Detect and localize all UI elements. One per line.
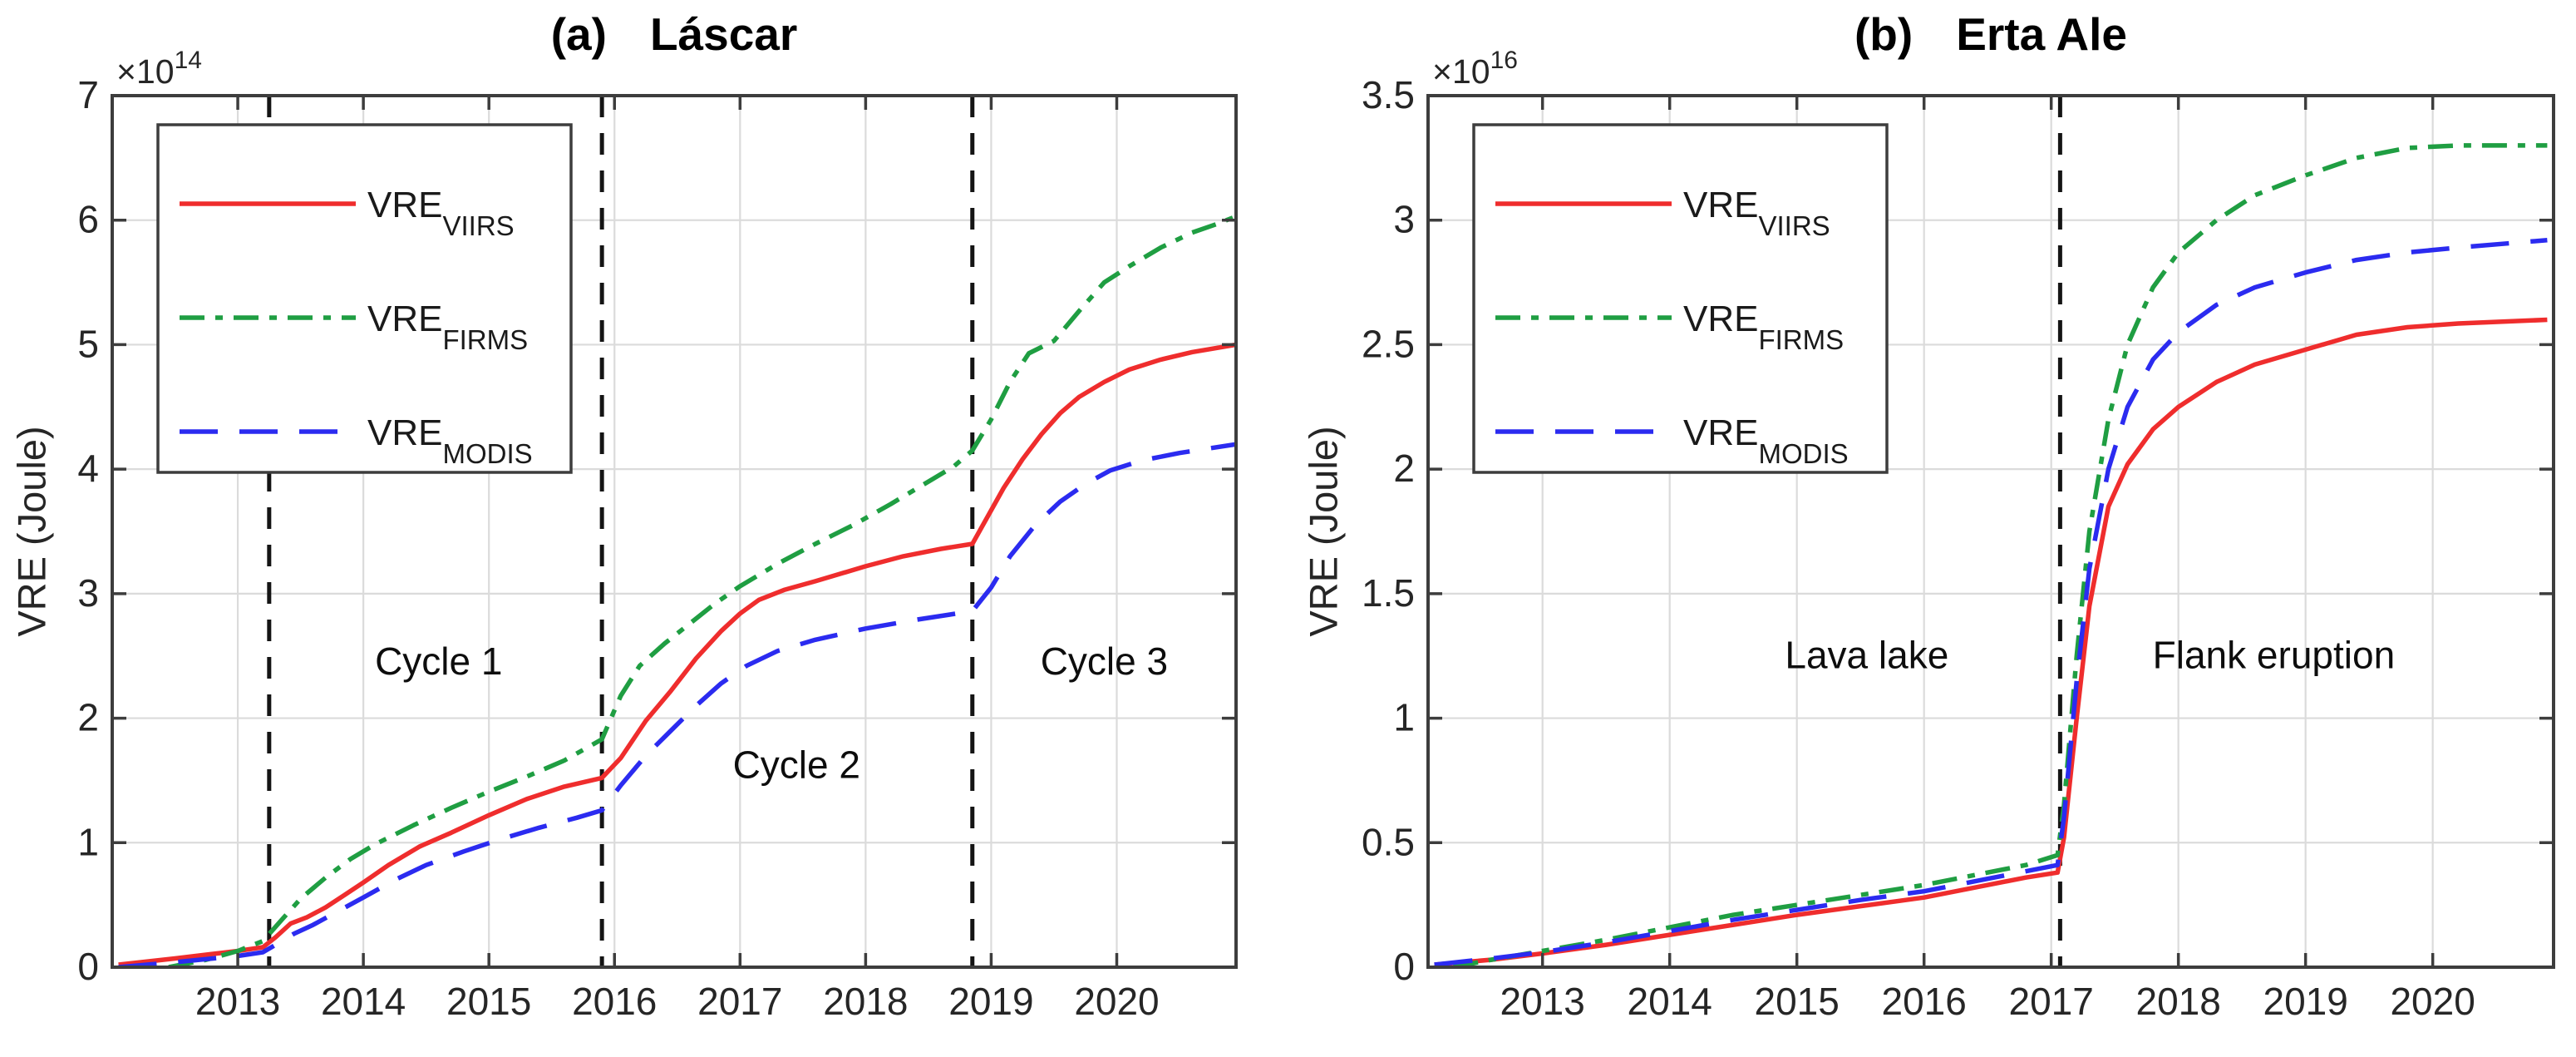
exponent-power: 16 bbox=[1490, 47, 1518, 74]
panel-a: 2013 2014 2015 2016 2017 2018 2019 2020 0 1 2 3 4 5 6 7… bbox=[77, 73, 1238, 1023]
y-tick-label-7: 7 bbox=[77, 73, 99, 116]
legend-label-modis: VREMODIS bbox=[367, 412, 533, 469]
x-tick-label-2020: 2020 bbox=[2390, 980, 2475, 1023]
y-tick-label-1: 1 bbox=[1393, 696, 1415, 739]
panel-b-title: (b) Erta Ale bbox=[1428, 8, 2554, 60]
x-axis-tick-labels: 2013 2014 2015 2016 2017 2018 2019 2020 bbox=[1500, 980, 2475, 1023]
x-tick-label-2015: 2015 bbox=[446, 980, 531, 1023]
x-tick-label-2014: 2014 bbox=[1628, 980, 1712, 1023]
x-tick-label-2018: 2018 bbox=[2135, 980, 2220, 1023]
annotation-flank-eruption: Flank eruption bbox=[2153, 634, 2396, 677]
panel-a-y-axis-label: VRE (Joule) bbox=[9, 426, 54, 637]
x-tick-label-2017: 2017 bbox=[697, 980, 782, 1023]
y-tick-label-2: 2 bbox=[1393, 447, 1415, 490]
panel-a-label: (a) bbox=[550, 8, 607, 60]
y-tick-label-2: 2 bbox=[77, 696, 99, 739]
x-axis-tick-labels: 2013 2014 2015 2016 2017 2018 2019 2020 bbox=[195, 980, 1160, 1023]
series-vre-firms-line bbox=[1453, 143, 2548, 967]
y-tick-label-0: 0 bbox=[77, 945, 99, 988]
x-tick-label-2019: 2019 bbox=[948, 980, 1033, 1023]
y-axis-tick-labels: 0 0.5 1 1.5 2 2.5 3 3.5 bbox=[1362, 73, 1415, 988]
panel-b: 2013 2014 2015 2016 2017 2018 2019 2020 0 0.5 1 1.5… bbox=[1362, 73, 2555, 1023]
panel-b-y-axis-label: VRE (Joule) bbox=[1301, 426, 1346, 637]
legend-label-firms: VREFIRMS bbox=[367, 299, 528, 355]
annotation-lava-lake: Lava lake bbox=[1785, 634, 1948, 677]
y-tick-label-1: 1 bbox=[77, 820, 99, 863]
y-tick-label-3.5: 3.5 bbox=[1362, 73, 1415, 116]
annotation-cycle-3: Cycle 3 bbox=[1041, 640, 1168, 683]
panel-a-exponent-label: ×1014 bbox=[116, 47, 202, 91]
series-vre-firms-line bbox=[168, 214, 1236, 967]
plot-border bbox=[111, 94, 1238, 969]
x-tick-label-2016: 2016 bbox=[572, 980, 657, 1023]
series-vre-modis-line bbox=[1434, 237, 2548, 967]
legend-label-firms: VREFIRMS bbox=[1683, 299, 1844, 355]
legend-box bbox=[1472, 123, 1889, 474]
exponent-power: 14 bbox=[174, 47, 202, 74]
x-tick-label-2015: 2015 bbox=[1755, 980, 1840, 1023]
x-tick-label-2013: 2013 bbox=[195, 980, 280, 1023]
tick-marks bbox=[112, 94, 1236, 969]
panel-b-label: (b) bbox=[1854, 8, 1914, 60]
series-vre-viirs-line bbox=[1434, 317, 2548, 967]
y-tick-label-0.5: 0.5 bbox=[1362, 820, 1415, 863]
exponent-base: ×10 bbox=[1432, 52, 1490, 91]
x-tick-label-2014: 2014 bbox=[321, 980, 406, 1023]
panel-a-title: (a) Láscar bbox=[112, 8, 1236, 60]
series-vre-viirs-line bbox=[118, 342, 1236, 967]
exponent-base: ×10 bbox=[116, 52, 175, 91]
legend: VREVIIRS VREFIRMS VREMODIS bbox=[1472, 123, 1889, 474]
panel-a-volcano-name: Láscar bbox=[649, 8, 798, 60]
legend-label-viirs: VREVIIRS bbox=[367, 185, 515, 241]
y-tick-label-0: 0 bbox=[1393, 945, 1415, 988]
y-tick-label-4: 4 bbox=[77, 447, 99, 490]
legend-label-viirs: VREVIIRS bbox=[1683, 185, 1830, 241]
y-tick-label-6: 6 bbox=[77, 198, 99, 241]
x-tick-label-2019: 2019 bbox=[2263, 980, 2347, 1023]
panel-b-exponent-label: ×1016 bbox=[1432, 47, 1518, 91]
event-dashed-lines bbox=[267, 96, 975, 967]
series-group bbox=[118, 214, 1236, 967]
y-tick-label-2.5: 2.5 bbox=[1362, 322, 1415, 365]
x-tick-label-2016: 2016 bbox=[1882, 980, 1967, 1023]
plot-border bbox=[1426, 94, 2555, 969]
series-vre-modis-line bbox=[118, 442, 1236, 967]
x-tick-label-2013: 2013 bbox=[1500, 980, 1585, 1023]
legend-box bbox=[156, 123, 573, 474]
x-tick-label-2020: 2020 bbox=[1074, 980, 1159, 1023]
x-tick-label-2017: 2017 bbox=[2009, 980, 2094, 1023]
annotation-cycle-2: Cycle 2 bbox=[733, 743, 860, 786]
annotation-cycle-1: Cycle 1 bbox=[375, 640, 502, 683]
y-tick-label-1.5: 1.5 bbox=[1362, 571, 1415, 615]
legend-label-modis: VREMODIS bbox=[1683, 412, 1849, 469]
tick-marks bbox=[1428, 94, 2554, 969]
legend: VREVIIRS VREFIRMS VREMODIS bbox=[156, 123, 573, 474]
series-group bbox=[1434, 143, 2548, 967]
y-tick-label-3: 3 bbox=[1393, 198, 1415, 241]
x-tick-label-2018: 2018 bbox=[823, 980, 908, 1023]
y-tick-label-5: 5 bbox=[77, 322, 99, 365]
panel-b-volcano-name: Erta Ale bbox=[1956, 8, 2128, 60]
y-axis-tick-labels: 0 1 2 3 4 5 6 7 bbox=[77, 73, 99, 988]
y-tick-label-3: 3 bbox=[77, 571, 99, 615]
